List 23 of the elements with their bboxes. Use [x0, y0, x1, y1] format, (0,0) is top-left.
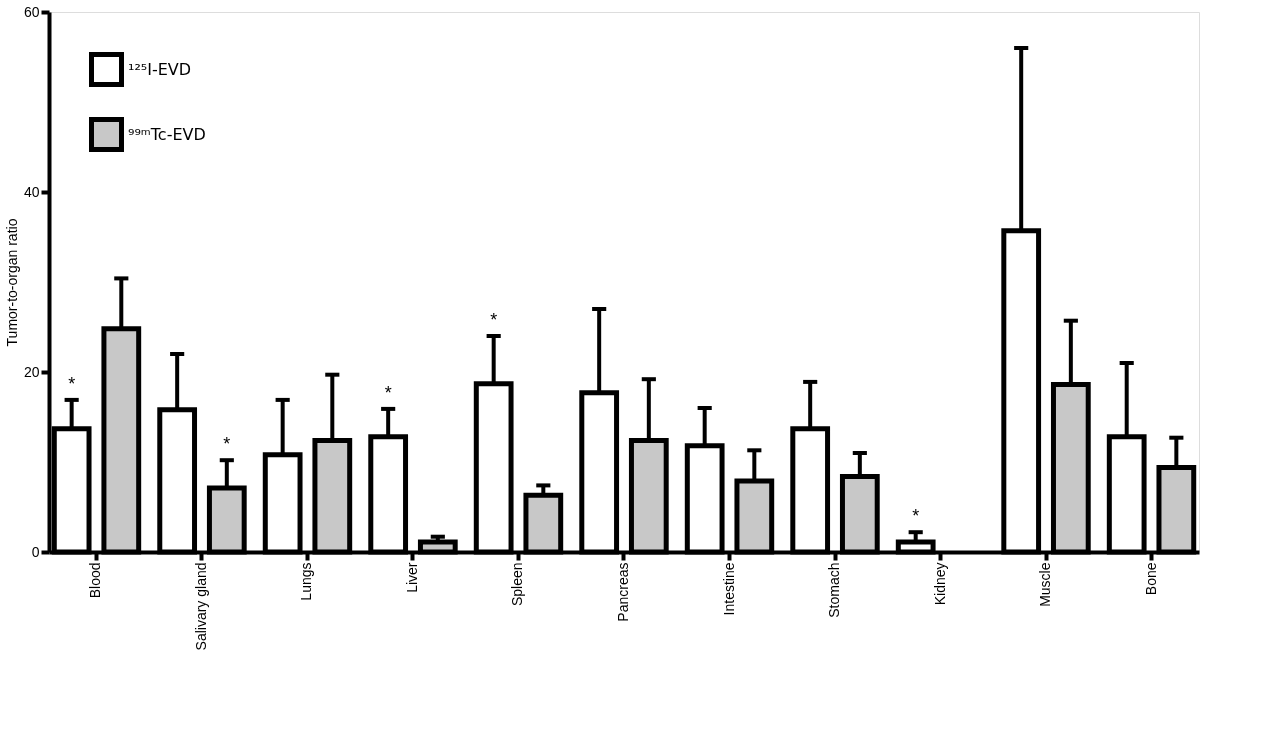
- x-tick-label: Spleen: [509, 562, 526, 607]
- x-tick-label: Pancreas: [615, 562, 631, 622]
- x-tick-label: Muscle: [1037, 562, 1054, 607]
- data-label: *: [68, 373, 76, 394]
- data-label: *: [912, 506, 920, 527]
- data-label: *: [490, 310, 498, 330]
- data-label: *: [223, 434, 231, 455]
- y-axis-title: Tumor-to-organ ratio: [3, 218, 20, 347]
- x-tick-label: Liver: [403, 562, 420, 593]
- y-tick-label: 20: [23, 363, 40, 380]
- x-tick-label: Kidney: [931, 562, 948, 606]
- x-tick-label: Lungs: [298, 562, 315, 601]
- x-tick-label: Salivary gland: [192, 562, 209, 651]
- x-tick-label: Blood: [87, 562, 104, 599]
- data-label: *: [384, 382, 392, 403]
- y-tick-label: 40: [23, 183, 40, 200]
- legend-label: ¹²⁵I-EVD: [128, 59, 192, 79]
- x-tick-label: Stomach: [826, 562, 843, 618]
- x-tick-label: Intestine: [720, 562, 737, 616]
- legend-label: ⁹⁹ᵐTc-EVD: [128, 124, 206, 144]
- y-tick-label: 0: [31, 543, 40, 560]
- x-tick-label: Bone: [1142, 562, 1159, 596]
- y-tick-label: 60: [23, 3, 40, 20]
